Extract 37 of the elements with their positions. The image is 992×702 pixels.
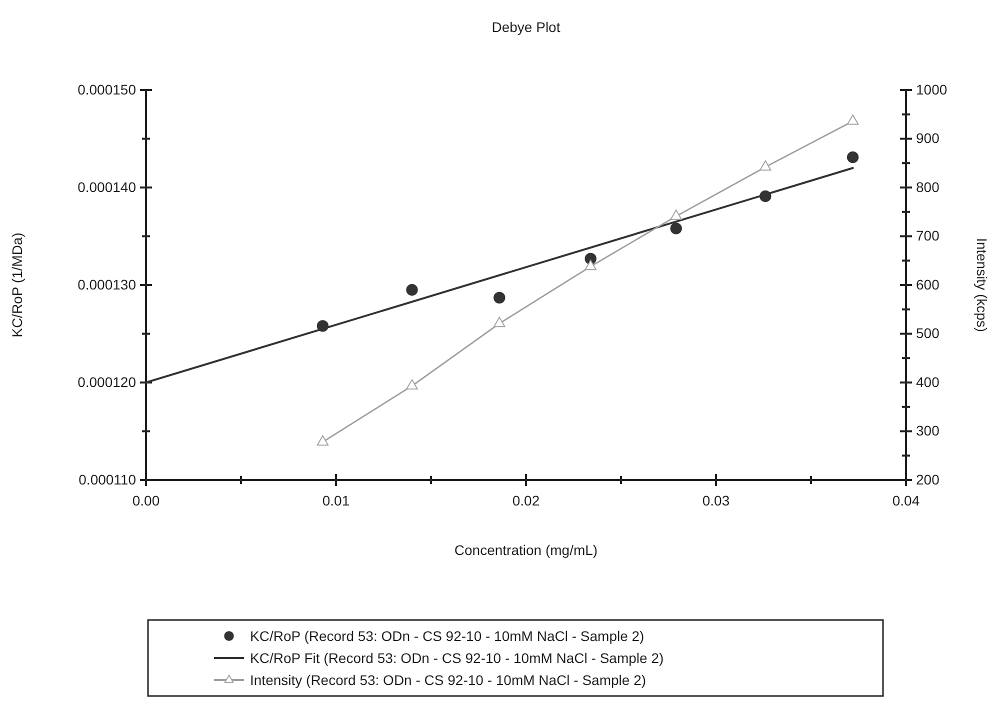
y2-tick-label: 200 — [916, 471, 940, 488]
point — [846, 114, 859, 125]
point — [406, 379, 418, 390]
y2-tick-label: 900 — [916, 130, 940, 146]
y-tick-label: 0.000130 — [78, 276, 136, 292]
y2-axis-title: Intensity (kcps) — [974, 238, 990, 332]
y-tick-label: 0.000150 — [78, 81, 136, 98]
x-tick-label: 0.03 — [702, 492, 730, 508]
y-tick-label: 0.000120 — [78, 374, 136, 390]
legend-label: KC/RoP (Record 53: ODn - CS 92-10 - 10mM NaCl - Sample 2) — [250, 628, 644, 644]
y-axis-title: KC/RoP (1/MDa) — [9, 232, 25, 338]
point — [670, 222, 682, 234]
y2-tick-label: 300 — [916, 422, 940, 439]
chart-title: Debye Plot — [492, 19, 560, 35]
point — [494, 316, 506, 328]
point — [316, 435, 329, 446]
point — [406, 284, 418, 296]
point — [584, 260, 596, 270]
y2-tick-label: 400 — [916, 374, 940, 390]
x-tick-label: 0.02 — [512, 492, 540, 508]
legend-label: Intensity (Record 53: ODn - CS 92-10 - 10mM NaCl - Sample 2) — [250, 672, 646, 688]
y2-tick-label: 500 — [916, 325, 940, 342]
y2-tick-label: 600 — [916, 276, 940, 292]
point — [846, 151, 859, 164]
x-tick-label: 0.01 — [322, 492, 350, 508]
y2-tick-label: 800 — [916, 178, 940, 195]
y-tick-label: 0.000110 — [78, 471, 136, 488]
x-axis-title: Concentration (mg/mL) — [454, 542, 598, 558]
y-tick-label: 0.000140 — [78, 178, 136, 195]
x-tick-label: 0.04 — [892, 492, 920, 508]
y2-tick-label: 1000 — [916, 81, 948, 98]
point — [670, 210, 682, 220]
point — [760, 160, 772, 171]
point — [494, 292, 506, 304]
x-tick-label: 0.00 — [132, 492, 160, 508]
legend-label: KC/RoP Fit (Record 53: ODn - CS 92-10 - 10mM NaCl - Sample 2) — [250, 650, 664, 666]
y2-tick-label: 700 — [916, 228, 940, 244]
